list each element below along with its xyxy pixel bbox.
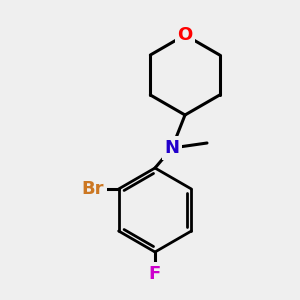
Text: Br: Br bbox=[81, 180, 104, 198]
Text: O: O bbox=[177, 26, 193, 44]
Text: N: N bbox=[164, 139, 179, 157]
Text: F: F bbox=[149, 265, 161, 283]
